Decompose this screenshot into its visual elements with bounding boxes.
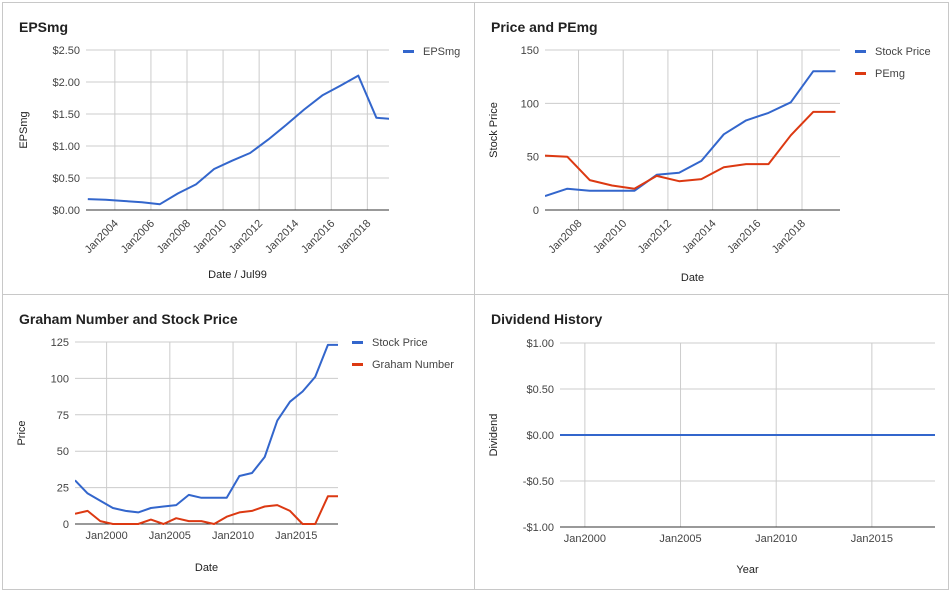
series-line-stock-price [75, 343, 338, 514]
y-axis-label: EPSmg [18, 111, 30, 148]
x-tick-label: Jan2016 [299, 218, 337, 256]
eps-chart-panel: EPSmg $0.00 $0.50 $1.00 $1.50 $2.00 $2.50 Jan20… [2, 2, 475, 295]
legend-label: PEmg [875, 68, 905, 80]
x-tick-label: Jan2005 [659, 533, 701, 545]
legend-label: Stock Price [875, 46, 931, 58]
x-tick-label: Jan2018 [770, 218, 808, 256]
x-tick-label: Jan2012 [227, 218, 265, 256]
graham-chart: Graham Number and Stock Price 0 25 50 75 100 1… [16, 311, 454, 574]
x-tick-label: Jan2010 [755, 533, 797, 545]
x-tick-label: Jan2014 [263, 218, 301, 256]
x-tick-label: Jan2008 [155, 218, 193, 256]
x-axis-label: Date / Jul99 [208, 269, 267, 281]
y-tick-label: $0.50 [526, 384, 554, 396]
series-line-epsmg [87, 74, 389, 206]
chart-title: Graham Number and Stock Price [19, 311, 238, 327]
legend-swatch [855, 72, 866, 75]
y-axis-label: Price [16, 420, 28, 445]
y-tick-label: $1.50 [52, 109, 80, 121]
y-tick-label: 125 [51, 337, 69, 349]
legend-swatch [352, 341, 363, 344]
y-tick-label: $0.00 [52, 205, 80, 217]
series-line-stock-price [545, 70, 836, 198]
y-tick-label: 50 [527, 152, 539, 164]
price-pe-chart-panel: Price and PEmg 0 50 100 150 Jan2008 Jan2010 Jan… [474, 2, 949, 295]
chart-title: Price and PEmg [491, 19, 598, 35]
y-axis-label: Stock Price [488, 102, 500, 158]
x-tick-label: Jan2004 [83, 218, 121, 256]
x-tick-label: Jan2000 [564, 533, 606, 545]
y-tick-label: 75 [57, 410, 69, 422]
y-tick-label: 100 [521, 98, 539, 110]
series-line-graham-number [75, 495, 338, 525]
series-line-pemg [545, 110, 836, 190]
x-tick-label: Jan2010 [212, 530, 254, 542]
chart-title: EPSmg [19, 19, 68, 35]
y-axis-label: Dividend [488, 414, 500, 457]
x-tick-label: Jan2000 [86, 530, 128, 542]
y-tick-label: $0.50 [52, 173, 80, 185]
legend-swatch [352, 363, 363, 366]
dividend-chart-panel: Dividend History -$1.00 -$0.50 $0.00 $0.50 $1… [474, 294, 949, 590]
y-tick-label: 50 [57, 446, 69, 458]
y-tick-label: $0.00 [526, 430, 554, 442]
x-tick-label: Jan2016 [725, 218, 763, 256]
x-tick-label: Jan2008 [546, 218, 584, 256]
y-tick-label: 100 [51, 373, 69, 385]
x-tick-label: Jan2005 [149, 530, 191, 542]
y-tick-label: 0 [63, 519, 69, 531]
y-tick-label: $2.50 [52, 45, 80, 57]
y-tick-label: 150 [521, 45, 539, 57]
chart-title: Dividend History [491, 311, 602, 327]
x-tick-label: Jan2012 [636, 218, 674, 256]
y-tick-label: -$0.50 [523, 476, 554, 488]
graham-chart-panel: Graham Number and Stock Price 0 25 50 75 100 1… [2, 294, 475, 590]
x-tick-label: Jan2006 [119, 218, 157, 256]
legend-label: EPSmg [423, 46, 460, 58]
y-tick-label: 0 [533, 205, 539, 217]
x-axis-label: Year [736, 564, 759, 576]
x-axis-label: Date [195, 562, 218, 574]
x-tick-label: Jan2010 [591, 218, 629, 256]
y-tick-label: -$1.00 [523, 522, 554, 534]
x-tick-label: Jan2010 [191, 218, 229, 256]
legend-swatch [855, 50, 866, 53]
x-tick-label: Jan2015 [275, 530, 317, 542]
x-tick-label: Jan2015 [851, 533, 893, 545]
legend-swatch [403, 50, 414, 53]
eps-chart: EPSmg $0.00 $0.50 $1.00 $1.50 $2.00 $2.50 Jan20… [18, 19, 460, 281]
legend-label: Stock Price [372, 337, 428, 349]
y-tick-label: $1.00 [526, 338, 554, 350]
x-axis-label: Date [681, 272, 704, 284]
y-tick-label: $1.00 [52, 141, 80, 153]
x-tick-label: Jan2014 [680, 218, 718, 256]
dividend-chart: Dividend History -$1.00 -$0.50 $0.00 $0.50 $1… [488, 311, 936, 576]
y-tick-label: 25 [57, 483, 69, 495]
x-tick-label: Jan2018 [335, 218, 373, 256]
legend-label: Graham Number [372, 359, 454, 371]
y-tick-label: $2.00 [52, 77, 80, 89]
